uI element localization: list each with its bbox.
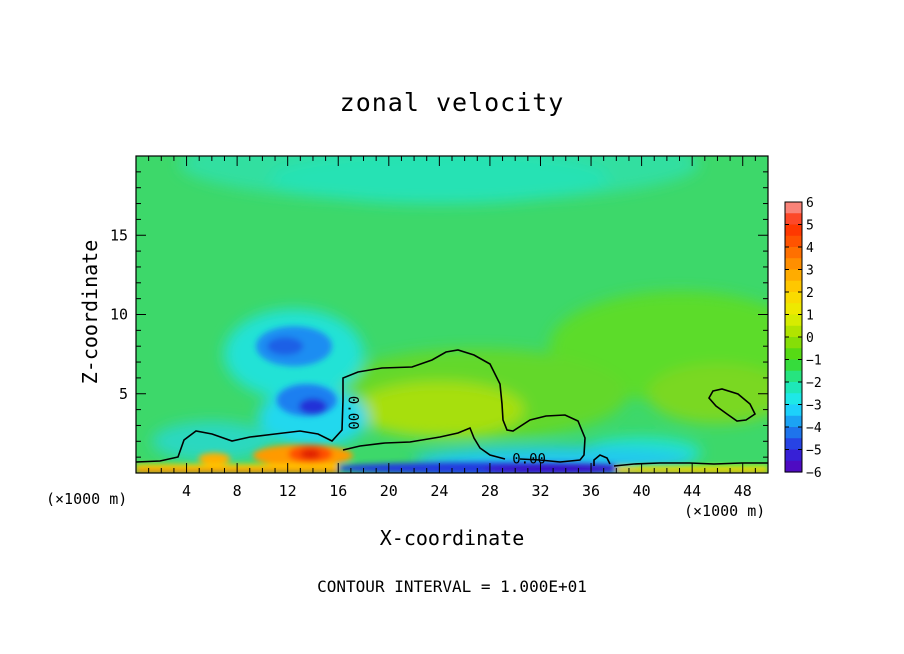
colorbar: 6 5 4 3 2 1 0 −1 −2 −3 −4 −5 −6 xyxy=(784,196,822,481)
x-tick-label: 24 xyxy=(430,482,448,500)
field-patch xyxy=(647,363,768,424)
y-axis: 5 10 15 xyxy=(110,171,768,458)
colorbar-label: −4 xyxy=(806,421,822,436)
zero-contour xyxy=(593,454,611,466)
colorbar-band xyxy=(785,393,802,406)
colorbar-band xyxy=(785,348,802,361)
x-tick-label: 32 xyxy=(531,482,549,500)
x-tick-label: 48 xyxy=(734,482,752,500)
colorbar-band xyxy=(785,247,802,259)
x-tick-label: 8 xyxy=(233,482,242,500)
field-patch xyxy=(151,421,272,462)
x-tick-label: 40 xyxy=(633,482,651,500)
colorbar-band xyxy=(785,314,802,327)
x-tick-label: 36 xyxy=(582,482,600,500)
colorbar-label: −2 xyxy=(806,376,822,391)
field-patch xyxy=(354,381,525,438)
colorbar-label: 0 xyxy=(806,331,814,346)
colorbar-label: 2 xyxy=(806,286,814,301)
contour-label-rotated: 0.00 xyxy=(345,396,361,430)
colorbar-band xyxy=(785,370,802,383)
colorbar-band xyxy=(785,438,802,451)
x-tick-label: 4 xyxy=(182,482,191,500)
x-unit-label-left: (×1000 m) xyxy=(46,490,128,508)
x-tick-label: 44 xyxy=(683,482,701,500)
colorbar-band xyxy=(785,292,802,304)
y-tick-label: 15 xyxy=(110,226,128,244)
contour-interval-note: CONTOUR INTERVAL = 1.000E+01 xyxy=(317,577,587,596)
colorbar-label: −3 xyxy=(806,399,822,414)
y-axis-label: Z-coordinate xyxy=(78,239,102,385)
colorbar-band xyxy=(785,235,802,248)
colorbar-band xyxy=(785,359,802,372)
colorbar-label: 6 xyxy=(806,196,814,211)
colorbar-band xyxy=(785,415,802,428)
colorbar-label: 1 xyxy=(806,309,814,324)
x-tick-label: 12 xyxy=(279,482,297,500)
colorbar-band xyxy=(785,404,802,417)
field-patch xyxy=(269,156,610,205)
colorbar-band xyxy=(785,449,802,462)
colorbar-band xyxy=(785,303,802,316)
y-tick-label: 5 xyxy=(119,385,128,403)
zero-contour xyxy=(613,462,768,467)
chart-title: zonal velocity xyxy=(339,88,565,117)
colorbar-band xyxy=(785,460,802,473)
colorbar-label: 4 xyxy=(806,241,814,256)
zero-contour xyxy=(342,426,506,460)
x-tick-label: 28 xyxy=(481,482,499,500)
zero-contour xyxy=(708,388,757,422)
field-core xyxy=(267,337,304,356)
field-core xyxy=(298,398,327,415)
colorbar-band xyxy=(785,224,802,237)
y-tick-label: 10 xyxy=(110,306,128,324)
colorbar-band xyxy=(785,280,802,293)
x-axis-label: X-coordinate xyxy=(379,526,525,550)
colorbar-band xyxy=(785,269,802,282)
colorbar-label: −1 xyxy=(806,354,822,369)
colorbar-band xyxy=(785,382,802,394)
field-core xyxy=(198,452,231,465)
colorbar-label: −5 xyxy=(806,444,822,459)
plot-area xyxy=(136,156,768,473)
colorbar-band xyxy=(785,337,802,349)
colorbar-label: −6 xyxy=(806,466,822,481)
x-tick-label: 20 xyxy=(380,482,398,500)
zero-contour xyxy=(135,349,586,463)
contour-label: 0.00 xyxy=(512,451,546,467)
x-tick-label: 16 xyxy=(329,482,347,500)
colorbar-band xyxy=(785,427,802,439)
colorbar-band xyxy=(785,258,802,271)
x-unit-label-right: (×1000 m) xyxy=(684,502,766,520)
colorbar-band xyxy=(785,202,802,214)
colorbar-band xyxy=(785,213,802,226)
zero-contour-lines: 0.00 0.00 xyxy=(135,349,768,467)
colorbar-label: 3 xyxy=(806,264,814,279)
colorbar-label: 5 xyxy=(806,219,814,234)
x-axis: 4 8 12 16 20 24 28 32 36 40 44 48 xyxy=(148,156,756,500)
colorbar-band xyxy=(785,325,802,338)
field-core xyxy=(300,448,321,459)
